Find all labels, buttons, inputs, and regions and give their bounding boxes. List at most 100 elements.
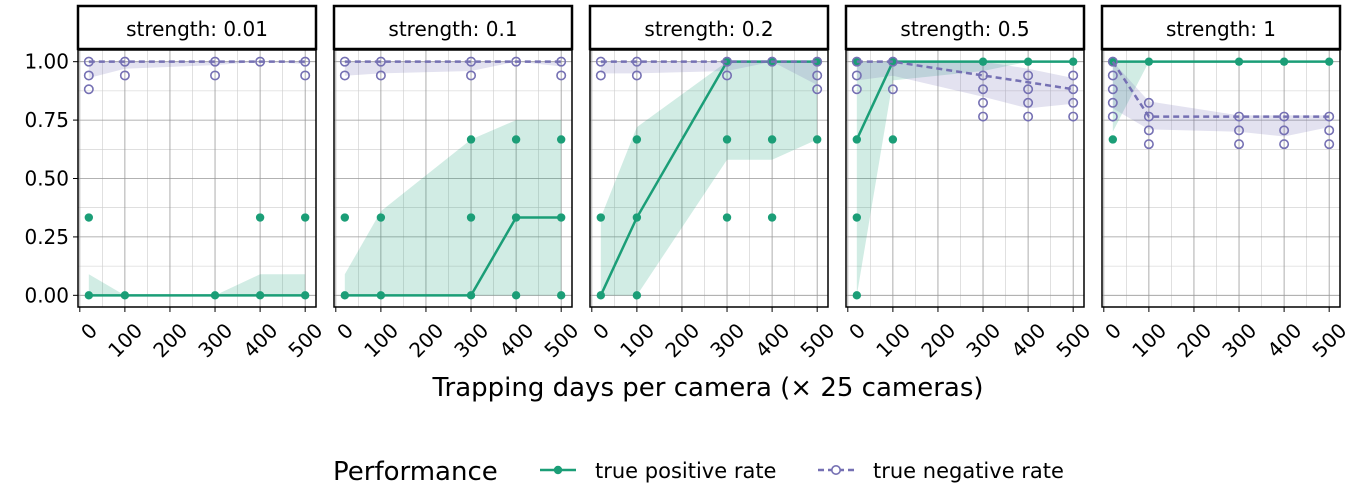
point [767, 213, 777, 222]
point [466, 56, 477, 67]
point [1324, 125, 1335, 136]
x-axis-title: Trapping days per camera (× 25 cameras) [431, 373, 983, 403]
point [632, 291, 642, 300]
point [466, 70, 477, 81]
ribbon [88, 61, 306, 79]
point [1068, 70, 1079, 81]
point [83, 56, 94, 67]
point [887, 56, 898, 67]
panel-border [589, 49, 829, 308]
point [1068, 97, 1079, 108]
point [1234, 111, 1245, 122]
panel-border [845, 49, 1085, 308]
point [1023, 70, 1034, 81]
line [1111, 60, 1330, 118]
point [300, 291, 310, 300]
point [1107, 84, 1118, 95]
point [1068, 84, 1079, 95]
panel-border [1101, 49, 1341, 308]
x-tick-label: 200 [1172, 318, 1216, 362]
point [255, 213, 265, 222]
x-tick-label: 400 [1262, 318, 1306, 362]
point [1234, 57, 1244, 66]
point [1143, 139, 1154, 150]
point [1023, 57, 1033, 66]
strip [76, 4, 318, 51]
x-tick-label: 400 [1006, 318, 1050, 362]
x-tick-label: 100 [871, 318, 915, 362]
point [1107, 97, 1118, 108]
legend-point [830, 464, 841, 475]
point [339, 70, 350, 81]
legend-label: true positive rate [595, 459, 776, 483]
panel-border [333, 49, 573, 308]
x-tick-label: 500 [539, 318, 583, 362]
point [632, 213, 642, 222]
x-tick-label: 200 [148, 318, 192, 362]
point [595, 56, 606, 67]
point [888, 57, 898, 66]
point [556, 56, 567, 67]
point [1279, 125, 1290, 136]
point [1108, 135, 1118, 144]
point [596, 213, 606, 222]
strip [332, 4, 574, 51]
point [1143, 111, 1154, 122]
panel: strength: 1 0 100 200 300 400 500 [1100, 4, 1351, 362]
x-tick-label: 100 [1127, 318, 1171, 362]
panel-title: strength: 0.2 [644, 17, 773, 41]
x-tick-label: 300 [1217, 318, 1261, 362]
x-tick-label: 300 [705, 318, 749, 362]
point [1143, 125, 1154, 136]
y-tick-label: 0.25 [24, 225, 69, 249]
x-tick-label: 200 [404, 318, 448, 362]
x-tick-label: 500 [283, 318, 327, 362]
point [596, 291, 606, 300]
point [851, 70, 862, 81]
point [210, 56, 221, 67]
point [812, 70, 823, 81]
y-tick-label: 0.75 [24, 108, 69, 132]
point [340, 213, 350, 222]
point [1107, 111, 1118, 122]
panel: strength: 0.01 0 100 200 300 400 500 0.00 0.25 0.… [24, 4, 327, 362]
point [1234, 139, 1245, 150]
y-tick-label: 0.50 [24, 167, 69, 191]
point [84, 291, 94, 300]
point [852, 291, 862, 300]
ribbon [1112, 61, 1330, 132]
point [300, 213, 310, 222]
point [376, 213, 386, 222]
ribbon [88, 274, 306, 296]
point [888, 135, 898, 144]
point [978, 84, 989, 95]
x-tick-label: 300 [193, 318, 237, 362]
point [852, 213, 862, 222]
point [466, 291, 476, 300]
point [119, 56, 130, 67]
point [1279, 139, 1290, 150]
point [84, 213, 94, 222]
line [856, 60, 1074, 91]
legend: true positive rate true negative rate [540, 459, 1064, 483]
ribbon [344, 120, 562, 296]
x-tick-label: 500 [1307, 318, 1351, 362]
x-tick-label: 400 [750, 318, 794, 362]
point [375, 70, 386, 81]
panel-title: strength: 1 [1166, 17, 1276, 41]
strip [844, 4, 1086, 51]
point [978, 97, 989, 108]
point [1279, 111, 1290, 122]
point [300, 70, 311, 81]
point [631, 56, 642, 67]
x-tick-label: 300 [961, 318, 1005, 362]
point [1143, 97, 1154, 108]
ribbon [600, 61, 818, 86]
point [851, 56, 862, 67]
point [339, 56, 350, 67]
point [595, 70, 606, 81]
panel-title: strength: 0.5 [900, 17, 1029, 41]
point [375, 56, 386, 67]
x-tick-label: 500 [1051, 318, 1095, 362]
